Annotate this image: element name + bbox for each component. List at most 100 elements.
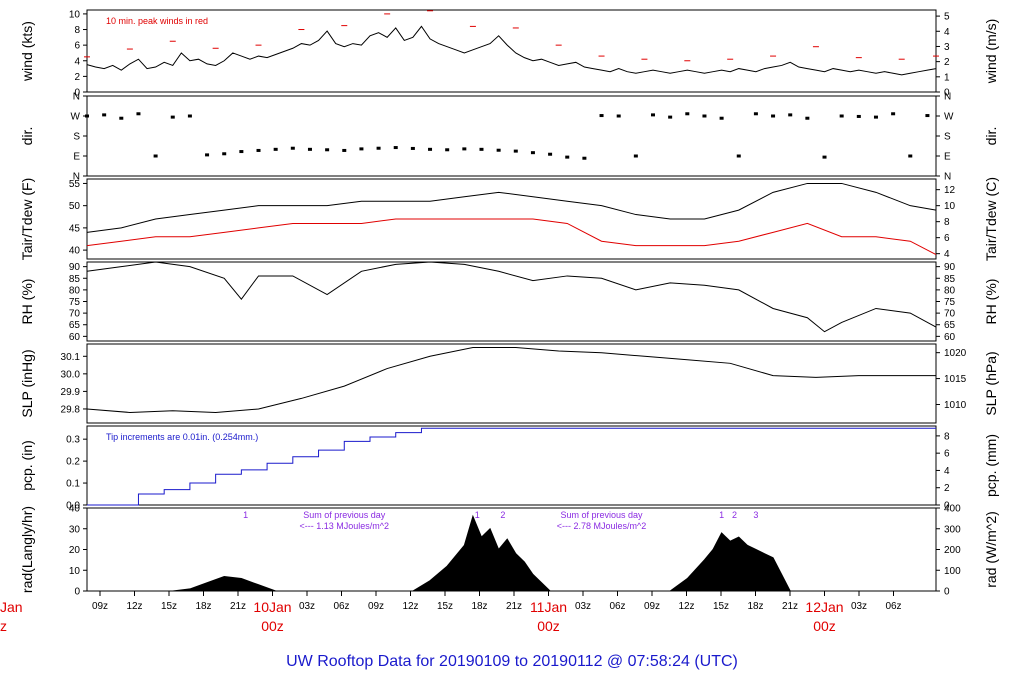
ytick-label-left: 0.2 [66, 457, 80, 468]
ylabel-left: Tair/Tdew (F) [19, 178, 35, 260]
cutoff-day-label: Jan [0, 599, 23, 615]
ytick-label-left: 0.3 [66, 435, 80, 446]
ytick-label-left: 6 [74, 41, 80, 52]
dir-point [788, 113, 793, 117]
dir-point [753, 112, 758, 116]
ytick-label-left: 0 [74, 88, 80, 99]
dir-point [273, 147, 278, 151]
ytick-label-right: 2 [944, 57, 950, 68]
ytick-label-right: 90 [944, 262, 956, 273]
ytick-label-right: 2 [944, 483, 950, 494]
ytick-label-right: 300 [944, 524, 961, 535]
dir-point [839, 114, 844, 118]
dir-point [873, 115, 878, 119]
dir-point [891, 112, 896, 116]
hour-label: 15z [437, 601, 453, 612]
ytick-label-left: 70 [69, 309, 81, 320]
dir-point [599, 114, 604, 118]
hour-label: 09z [368, 601, 384, 612]
ytick-label-right: 0 [944, 587, 950, 598]
dir-point [393, 146, 398, 150]
ytick-label-left: 0.0 [66, 501, 80, 512]
hour-label: 15z [161, 601, 177, 612]
dir-point [548, 152, 553, 156]
ytick-label-left: 20 [69, 545, 81, 556]
ytick-label-right: 3 [944, 42, 950, 53]
dir-point [119, 116, 124, 120]
hour-label: 06z [609, 601, 625, 612]
ytick-label-right: 0 [944, 88, 950, 99]
ytick-label-left: 45 [69, 223, 81, 234]
ytick-label-right: 6 [944, 449, 950, 460]
ytick-label-right: 8 [944, 217, 950, 228]
ytick-label-right: 1010 [944, 400, 967, 411]
dir-point [805, 116, 810, 120]
ytick-label-right: 1020 [944, 348, 967, 359]
ytick-label-left: N [73, 92, 80, 103]
dir-point [359, 147, 364, 151]
ylabel-left: SLP (inHg) [19, 349, 35, 417]
series-RH [86, 261, 937, 333]
panel-frame [86, 261, 937, 342]
hour-label: 03z [299, 601, 315, 612]
ylabel-left: RH (%) [19, 279, 35, 325]
panel-frame [86, 95, 937, 177]
ylabel-left: wind (kts) [19, 21, 35, 82]
ytick-label-right: 4 [944, 249, 950, 260]
dir-point [410, 146, 415, 150]
rad-annotation: Sum of previous day [303, 510, 386, 520]
dir-point [736, 154, 741, 158]
hour-label: 21z [782, 601, 798, 612]
hour-label: 03z [851, 601, 867, 612]
ytick-label-left: N [73, 172, 80, 183]
series-wind [86, 25, 937, 76]
dir-point [342, 148, 347, 152]
day-time-label: 00z [261, 618, 284, 634]
hour-label: 18z [195, 601, 211, 612]
ytick-label-left: 80 [69, 285, 81, 296]
dir-point [685, 112, 690, 116]
series-SLP [86, 347, 936, 413]
panel-frame [86, 425, 937, 506]
dir-point [136, 112, 141, 116]
ytick-label-right: 12 [944, 185, 956, 196]
rad-annotation: 1 [475, 510, 480, 520]
ytick-label-right: N [944, 92, 951, 103]
panel-frame [86, 9, 937, 93]
dir-point [479, 147, 484, 151]
ytick-label-left: 0 [74, 587, 80, 598]
ytick-label-left: 0.1 [66, 479, 80, 490]
dir-point [822, 155, 827, 159]
dir-point [307, 147, 312, 151]
rad-annotation: <--- 1.13 MJoules/m^2 [300, 521, 390, 531]
hour-label: 09z [644, 601, 660, 612]
panel-annotation: Tip increments are 0.01in. (0.254mm.) [106, 432, 258, 442]
ylabel-right: SLP (hPa) [983, 351, 999, 415]
cutoff-time-label: z [0, 618, 7, 634]
ylabel-right: pcp. (mm) [983, 434, 999, 497]
dir-point [462, 147, 467, 151]
dir-point [376, 146, 381, 150]
ytick-label-left: 90 [69, 262, 81, 273]
ylabel-left: pcp. (in) [19, 440, 35, 491]
rad-annotation: 2 [500, 510, 505, 520]
ytick-label-right: 400 [944, 504, 961, 515]
hour-label: 15z [713, 601, 729, 612]
dir-point [170, 115, 175, 119]
ytick-label-right: E [944, 152, 951, 163]
ytick-label-right: W [944, 112, 954, 123]
ytick-label-left: 30 [69, 524, 81, 535]
panel-slp: SLP (inHg) SLP (hPa) 29.8 29.9 30.0 30.1 1010 1… [19, 343, 999, 424]
series-Tair [86, 182, 937, 233]
ytick-label-left: 60 [69, 332, 81, 343]
dir-point [256, 148, 261, 152]
ytick-label-right: 10 [944, 201, 956, 212]
hour-label: 12z [678, 601, 694, 612]
ytick-label-right: 65 [944, 320, 956, 331]
dir-point [102, 113, 107, 117]
ytick-label-left: 40 [69, 246, 81, 257]
dir-point [616, 114, 621, 118]
hour-label: 21z [230, 601, 246, 612]
hour-label: 03z [575, 601, 591, 612]
